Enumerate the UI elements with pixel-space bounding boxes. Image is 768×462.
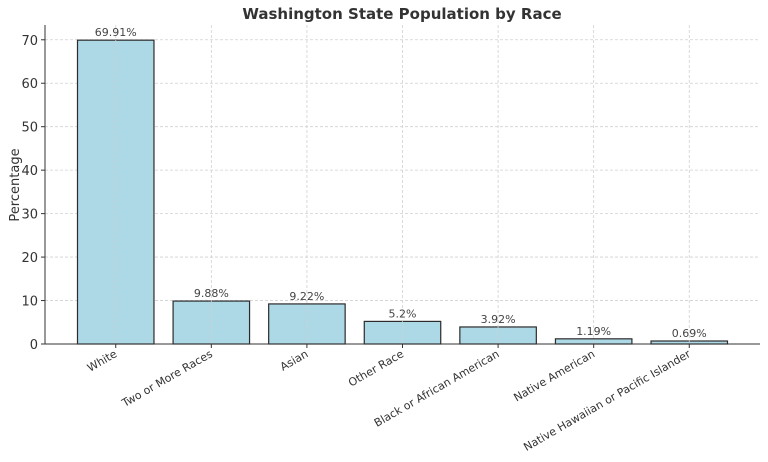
data-label: 3.92% bbox=[481, 313, 516, 326]
x-tick-label: Other Race bbox=[346, 347, 406, 389]
data-label: 0.69% bbox=[672, 327, 707, 340]
y-tick-label: 60 bbox=[21, 77, 38, 92]
y-tick-label: 70 bbox=[21, 34, 38, 49]
data-label: 9.88% bbox=[194, 287, 229, 300]
y-tick-label: 50 bbox=[21, 121, 38, 136]
x-tick-label: Native American bbox=[511, 347, 597, 404]
data-labels: 69.91% 9.88% 9.22% 5.2% 3.92% 1.19% 0.69% bbox=[95, 26, 707, 340]
x-tick-label: Native Hawaiian or Pacific Islander bbox=[521, 347, 693, 454]
y-tick-label: 40 bbox=[21, 164, 38, 179]
x-ticks: White Two or More Races Asian Other RaceBla… bbox=[85, 344, 693, 454]
x-tick-label: Two or More Races bbox=[119, 347, 215, 410]
y-tick-label: 10 bbox=[21, 295, 38, 310]
x-tick-label: Asian bbox=[278, 347, 311, 373]
data-label: 69.91% bbox=[95, 26, 137, 39]
data-label: 5.2% bbox=[389, 307, 417, 320]
data-label: 1.19% bbox=[576, 325, 611, 338]
y-axis-label: Percentage bbox=[8, 148, 23, 221]
chart-title: Washington State Population by Race bbox=[242, 5, 561, 23]
y-ticks: 0 10 20 30 40 50 60 70 bbox=[21, 34, 45, 353]
y-tick-label: 20 bbox=[21, 251, 38, 266]
data-label: 9.22% bbox=[289, 290, 324, 303]
grid-vertical bbox=[115, 25, 690, 344]
y-tick-label: 30 bbox=[21, 208, 38, 223]
x-tick-label: White bbox=[85, 347, 119, 374]
y-tick-label: 0 bbox=[30, 338, 38, 353]
